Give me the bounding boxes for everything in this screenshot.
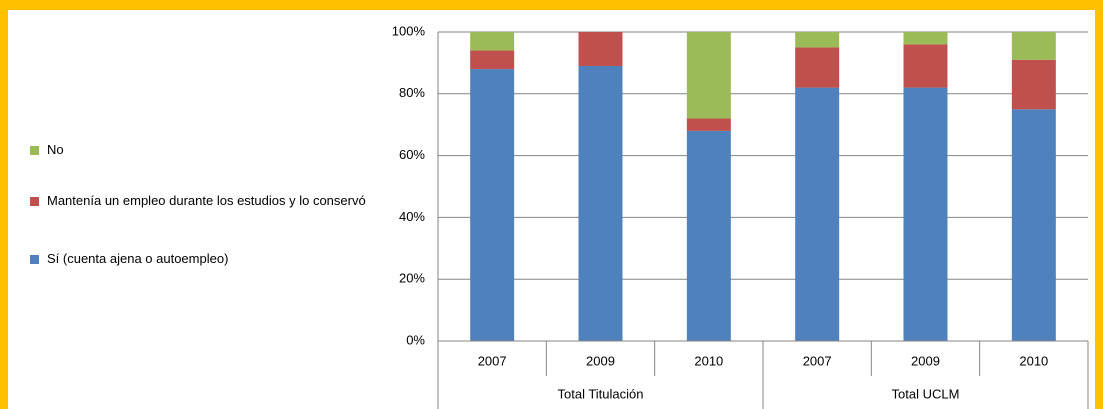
bar-segment: [795, 87, 840, 342]
bar-segment: [578, 65, 623, 342]
y-tick-label: 40%: [399, 209, 425, 224]
legend-swatch: [30, 255, 39, 264]
legend-swatch: [30, 197, 39, 206]
bar-segment: [686, 118, 731, 131]
y-tick-label: 20%: [399, 271, 425, 286]
bar-segment: [578, 32, 623, 66]
y-tick-label: 80%: [399, 85, 425, 100]
y-tick-label: 100%: [392, 23, 426, 38]
y-tick-label: 60%: [399, 147, 425, 162]
group-label: Total UCLM: [892, 386, 960, 401]
x-tick-label: 2009: [911, 353, 940, 368]
bar-segment: [686, 130, 731, 341]
x-tick-label: 2009: [586, 353, 615, 368]
bar-segment: [470, 69, 515, 341]
legend-label: No: [47, 142, 64, 157]
bar-segment: [1011, 32, 1056, 60]
bar-segment: [470, 50, 515, 70]
x-tick-label: 2010: [694, 353, 723, 368]
bar-segment: [903, 32, 948, 45]
legend-item: Mantenía un empleo durante los estudios …: [30, 193, 370, 209]
bar-segment: [1011, 109, 1056, 341]
bar-segment: [795, 47, 840, 88]
y-tick-label: 0%: [406, 332, 425, 347]
bar-segment: [1011, 59, 1056, 110]
bar-segment: [795, 32, 840, 48]
legend-item: No: [30, 142, 370, 158]
x-tick-label: 2010: [1019, 353, 1048, 368]
legend-label: Mantenía un empleo durante los estudios …: [47, 193, 366, 208]
bar-segment: [470, 32, 515, 51]
x-tick-label: 2007: [478, 353, 507, 368]
legend-swatch: [30, 146, 39, 155]
legend-label: Sí (cuenta ajena o autoempleo): [47, 251, 229, 266]
bar-segment: [903, 87, 948, 342]
bar-segment: [903, 44, 948, 88]
bar-segment: [686, 32, 731, 119]
group-label: Total Titulación: [558, 386, 644, 401]
x-tick-label: 2007: [803, 353, 832, 368]
legend-item: Sí (cuenta ajena o autoempleo): [30, 251, 370, 267]
